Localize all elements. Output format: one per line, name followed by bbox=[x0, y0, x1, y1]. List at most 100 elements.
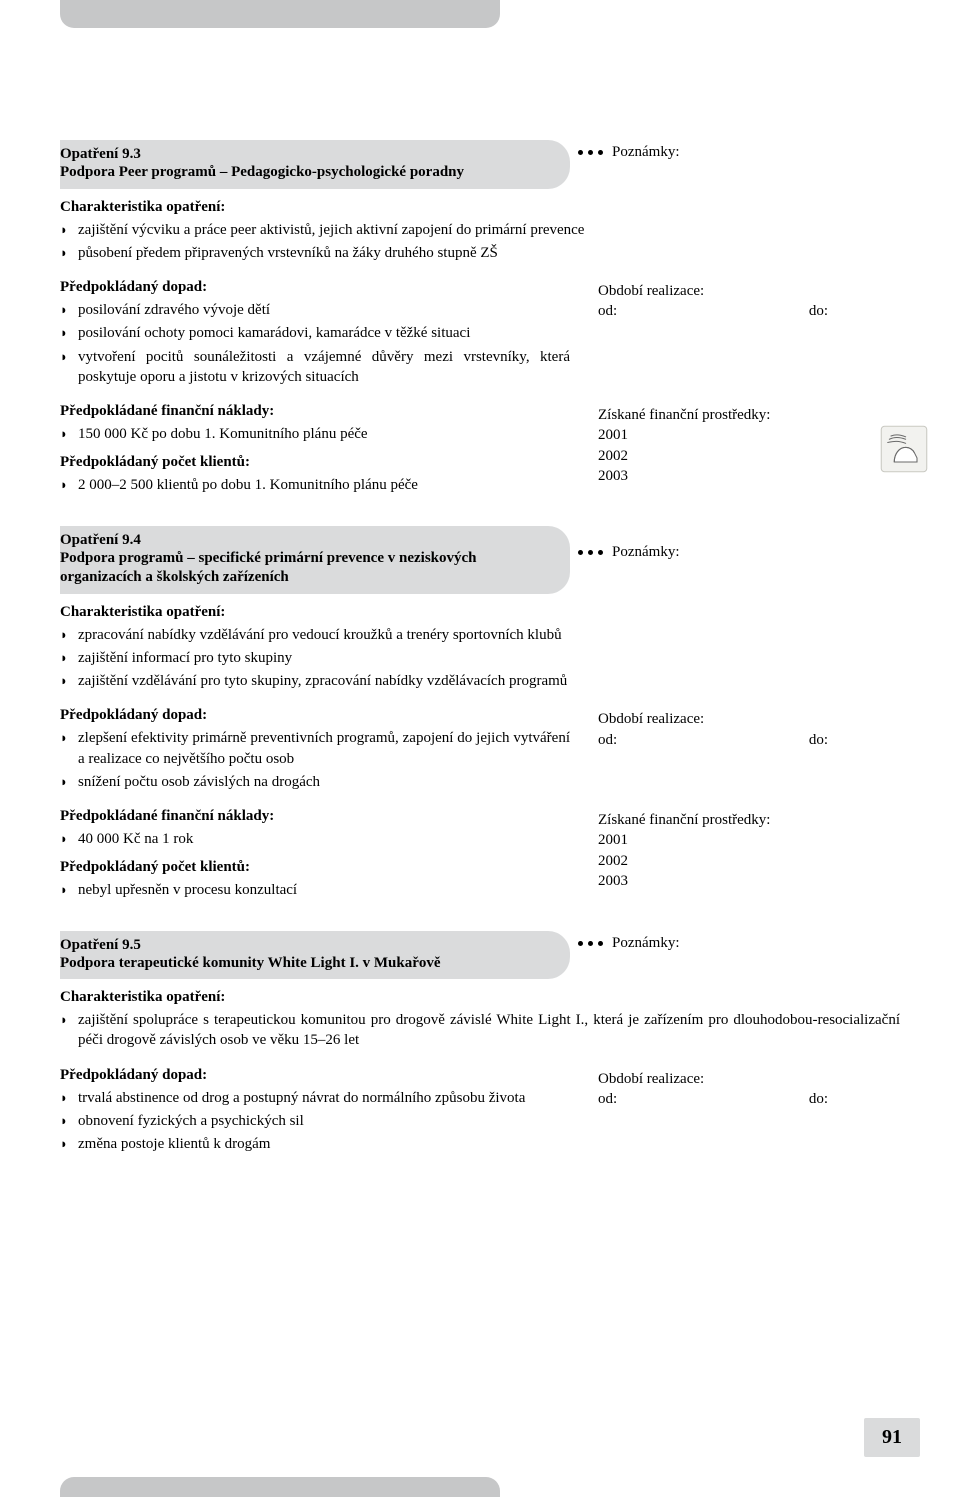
costs-heading: Předpokládané finanční náklady: bbox=[60, 808, 570, 825]
dot-icon bbox=[588, 550, 593, 555]
impact-left: Předpokládaný dopad: zlepšení efektivity … bbox=[60, 697, 570, 798]
dot-icon bbox=[598, 150, 603, 155]
period-panel: Období realizace:od:do: bbox=[570, 269, 860, 393]
bottom-tab-decoration bbox=[60, 1477, 500, 1497]
list-item: posilování ochoty pomoci kamarádovi, kam… bbox=[60, 323, 570, 343]
title-pill: Opatření 9.5Podpora terapeutické komunit… bbox=[60, 931, 570, 980]
list-item: snížení počtu osob závislých na drogách bbox=[60, 772, 570, 792]
title-row: Opatření 9.4Podpora programů – specifick… bbox=[60, 526, 900, 594]
measure-title: Podpora Peer programů – Pedagogicko-psyc… bbox=[60, 163, 542, 183]
measure-block: Opatření 9.4Podpora programů – specifick… bbox=[60, 526, 900, 907]
list-item: posilování zdravého vývoje dětí bbox=[60, 300, 570, 320]
impact-left: Předpokládaný dopad: posilování zdravého … bbox=[60, 269, 570, 393]
list-item: 150 000 Kč po dobu 1. Komunitního plánu … bbox=[60, 424, 570, 444]
impact-heading: Předpokládaný dopad: bbox=[60, 279, 570, 296]
costs-list: 40 000 Kč na 1 rok bbox=[60, 829, 570, 849]
impact-heading: Předpokládaný dopad: bbox=[60, 707, 570, 724]
funds-year: 2002 bbox=[598, 851, 860, 871]
characteristics-list: zpracování nabídky vzdělávání pro vedouc… bbox=[60, 625, 900, 692]
characteristics-list: zajištění výcviku a práce peer aktivistů… bbox=[60, 220, 900, 264]
impact-row: Předpokládaný dopad: posilování zdravého … bbox=[60, 269, 900, 393]
impact-heading: Předpokládaný dopad: bbox=[60, 1067, 570, 1084]
impact-list: zlepšení efektivity primárně preventivní… bbox=[60, 728, 570, 792]
funds-year: 2002 bbox=[598, 446, 860, 466]
title-pill: Opatření 9.4Podpora programů – specifick… bbox=[60, 526, 570, 594]
period-row: od: do: bbox=[598, 1089, 828, 1109]
characteristics-heading: Charakteristika opatření: bbox=[60, 989, 900, 1006]
list-item: zlepšení efektivity primárně preventivní… bbox=[60, 728, 570, 769]
hand-head-icon bbox=[878, 423, 930, 481]
list-item: obnovení fyzických a psychických sil bbox=[60, 1111, 570, 1131]
dot-icon bbox=[578, 550, 583, 555]
top-tab-decoration bbox=[60, 0, 500, 28]
impact-list: posilování zdravého vývoje dětí posilován… bbox=[60, 300, 570, 387]
funds-year: 2003 bbox=[598, 871, 860, 891]
characteristics-heading: Charakteristika opatření: bbox=[60, 199, 900, 216]
dot-icon bbox=[588, 150, 593, 155]
period-row: od:do: bbox=[598, 301, 828, 321]
funds-panel: Získané finanční prostředky:200120022003 bbox=[570, 798, 860, 907]
list-item: 2 000–2 500 klientů po dobu 1. Komunitní… bbox=[60, 475, 570, 495]
impact-left: Předpokládaný dopad: trvalá abstinence od… bbox=[60, 1057, 570, 1161]
period-heading: Období realizace: bbox=[598, 709, 860, 729]
finance-left: Předpokládané finanční náklady: 40 000 Kč… bbox=[60, 798, 570, 907]
finance-row: Předpokládané finanční náklady: 150 000 K… bbox=[60, 393, 900, 502]
list-item: zpracování nabídky vzdělávání pro vedouc… bbox=[60, 625, 900, 645]
funds-year: 2001 bbox=[598, 425, 860, 445]
funds-panel: Získané finanční prostředky:200120022003 bbox=[570, 393, 860, 502]
costs-heading: Předpokládané finanční náklady: bbox=[60, 403, 570, 420]
period-panel: Období realizace:od:do: bbox=[570, 697, 860, 798]
list-item: zajištění informací pro tyto skupiny bbox=[60, 648, 900, 668]
clients-list: nebyl upřesněn v procesu konzultací bbox=[60, 880, 570, 900]
content-area: Opatření 9.3Podpora Peer programů – Peda… bbox=[60, 140, 900, 1160]
list-item: trvalá abstinence od drog a postupný náv… bbox=[60, 1088, 570, 1108]
notes-text: Poznámky: bbox=[612, 935, 680, 952]
page: Opatření 9.3Podpora Peer programů – Peda… bbox=[0, 0, 960, 1497]
measure-title: Podpora terapeutické komunity White Ligh… bbox=[60, 954, 542, 974]
funds-year: 2001 bbox=[598, 830, 860, 850]
notes-label: Poznámky: bbox=[578, 140, 680, 161]
period-panel: Období realizace:od: do: bbox=[570, 1057, 860, 1161]
dot-icon bbox=[598, 941, 603, 946]
finance-row: Předpokládané finanční náklady: 40 000 Kč… bbox=[60, 798, 900, 907]
impact-row: Předpokládaný dopad: zlepšení efektivity … bbox=[60, 697, 900, 798]
notes-text: Poznámky: bbox=[612, 144, 680, 161]
impact-row: Předpokládaný dopad: trvalá abstinence od… bbox=[60, 1057, 900, 1161]
funds-heading: Získané finanční prostředky: bbox=[598, 810, 860, 830]
list-item: vytvoření pocitů sounáležitosti a vzájem… bbox=[60, 347, 570, 388]
title-row: Opatření 9.3Podpora Peer programů – Peda… bbox=[60, 140, 900, 189]
measure-number: Opatření 9.3 bbox=[60, 146, 542, 163]
dot-icon bbox=[588, 941, 593, 946]
clients-heading: Předpokládaný počet klientů: bbox=[60, 859, 570, 876]
list-item: zajištění spolupráce s terapeutickou kom… bbox=[60, 1010, 900, 1051]
measure-block: Opatření 9.5Podpora terapeutické komunit… bbox=[60, 931, 900, 1161]
period-od: od: bbox=[598, 1089, 617, 1109]
title-row: Opatření 9.5Podpora terapeutické komunit… bbox=[60, 931, 900, 980]
list-item: změna postoje klientů k drogám bbox=[60, 1134, 570, 1154]
title-pill: Opatření 9.3Podpora Peer programů – Peda… bbox=[60, 140, 570, 189]
dot-icon bbox=[598, 550, 603, 555]
characteristics-list: zajištění spolupráce s terapeutickou kom… bbox=[60, 1010, 900, 1051]
impact-list: trvalá abstinence od drog a postupný náv… bbox=[60, 1088, 570, 1155]
measure-title: Podpora programů – specifické primární p… bbox=[60, 549, 542, 588]
notes-text: Poznámky: bbox=[612, 544, 680, 561]
dot-icon bbox=[578, 941, 583, 946]
measure-number: Opatření 9.4 bbox=[60, 532, 542, 549]
costs-list: 150 000 Kč po dobu 1. Komunitního plánu … bbox=[60, 424, 570, 444]
period-do: do: bbox=[809, 730, 828, 750]
period-od: od: bbox=[598, 301, 617, 321]
notes-label: Poznámky: bbox=[578, 526, 680, 561]
notes-label: Poznámky: bbox=[578, 931, 680, 952]
funds-year: 2003 bbox=[598, 466, 860, 486]
period-heading: Období realizace: bbox=[598, 1069, 860, 1089]
list-item: 40 000 Kč na 1 rok bbox=[60, 829, 570, 849]
page-number: 91 bbox=[864, 1418, 920, 1457]
list-item: zajištění výcviku a práce peer aktivistů… bbox=[60, 220, 900, 240]
clients-list: 2 000–2 500 klientů po dobu 1. Komunitní… bbox=[60, 475, 570, 495]
period-heading: Období realizace: bbox=[598, 281, 860, 301]
dot-icon bbox=[578, 150, 583, 155]
list-item: zajištění vzdělávání pro tyto skupiny, z… bbox=[60, 671, 900, 691]
period-row: od:do: bbox=[598, 730, 828, 750]
characteristics-heading: Charakteristika opatření: bbox=[60, 604, 900, 621]
period-do: do: bbox=[809, 1089, 828, 1109]
